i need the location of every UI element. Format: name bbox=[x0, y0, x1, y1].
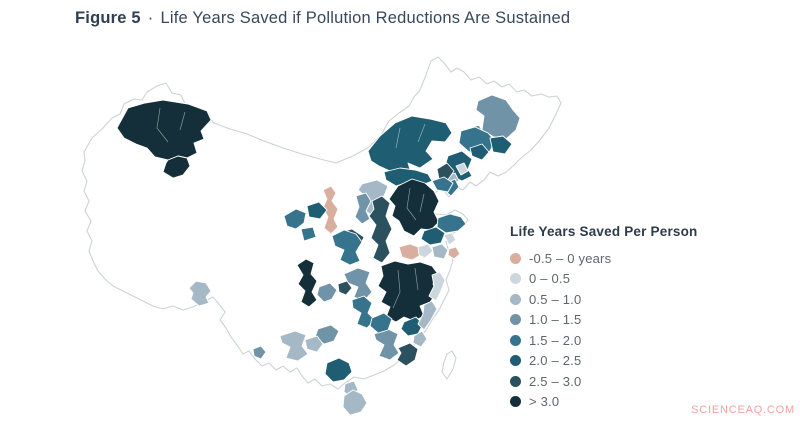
map-region bbox=[469, 143, 490, 161]
legend-title: Life Years Saved Per Person bbox=[510, 224, 698, 239]
map-region bbox=[116, 99, 212, 161]
map-region bbox=[489, 135, 513, 155]
legend-item-label: -0.5 – 0 years bbox=[529, 250, 612, 266]
map-region bbox=[431, 243, 449, 260]
legend-color-dot bbox=[510, 375, 521, 387]
map-region bbox=[343, 267, 373, 302]
map-region bbox=[373, 328, 400, 361]
map-region bbox=[316, 282, 338, 303]
legend-item: > 3.0 bbox=[510, 392, 740, 413]
legend-color-dot bbox=[510, 293, 521, 305]
legend-item-label: 0 – 0.5 bbox=[529, 271, 571, 287]
map-region bbox=[162, 155, 191, 179]
legend-item: 2.0 – 2.5 bbox=[510, 351, 740, 372]
map-region bbox=[354, 192, 372, 225]
legend-item-label: > 3.0 bbox=[529, 394, 560, 410]
title-separator: · bbox=[147, 9, 154, 27]
legend-color-dot bbox=[510, 334, 521, 346]
legend-color-dot bbox=[510, 396, 521, 408]
map-region bbox=[188, 280, 212, 307]
legend-item-label: 1.0 – 1.5 bbox=[529, 312, 582, 328]
map-region bbox=[279, 330, 309, 362]
legend-item: 0 – 0.5 bbox=[510, 269, 740, 290]
map-region bbox=[396, 342, 419, 367]
figure-title-text: Life Years Saved if Pollution Reductions… bbox=[160, 9, 571, 27]
map-region bbox=[455, 162, 469, 176]
legend-item: 1.0 – 1.5 bbox=[510, 310, 740, 331]
figure-number-label: Figure 5 bbox=[75, 9, 141, 27]
map-legend: Life Years Saved Per Person -0.5 – 0 yea… bbox=[510, 224, 740, 412]
taiwan-island bbox=[441, 350, 457, 380]
legend-color-dot bbox=[510, 273, 521, 285]
map-region bbox=[475, 94, 521, 140]
legend-item-label: 2.0 – 2.5 bbox=[529, 353, 582, 369]
map-region bbox=[252, 345, 267, 360]
map-region bbox=[388, 178, 440, 237]
map-region bbox=[283, 208, 307, 230]
map-region bbox=[306, 201, 328, 220]
legend-item: 0.5 – 1.0 bbox=[510, 289, 740, 310]
legend-item: -0.5 – 0 years bbox=[510, 248, 740, 269]
map-region bbox=[331, 229, 363, 266]
map-region bbox=[300, 226, 317, 242]
map-region bbox=[296, 258, 318, 308]
map-region bbox=[428, 271, 446, 302]
legend-item-label: 1.5 – 2.0 bbox=[529, 332, 582, 348]
map-region bbox=[431, 176, 454, 193]
legend-color-dot bbox=[510, 314, 521, 326]
legend-item: 2.5 – 3.0 bbox=[510, 371, 740, 392]
map-region bbox=[369, 312, 393, 334]
map-region bbox=[417, 243, 434, 259]
map-region bbox=[337, 280, 353, 296]
map-region bbox=[368, 195, 393, 264]
map-region bbox=[443, 232, 457, 246]
legend-item-label: 2.5 – 3.0 bbox=[529, 373, 582, 389]
hainan-island bbox=[342, 389, 368, 416]
legend-item-label: 0.5 – 1.0 bbox=[529, 291, 582, 307]
map-region bbox=[304, 335, 324, 353]
map-regions bbox=[116, 94, 521, 416]
legend-item: 1.5 – 2.0 bbox=[510, 330, 740, 351]
map-region bbox=[436, 162, 455, 182]
map-region bbox=[412, 330, 428, 348]
legend-color-dot bbox=[510, 252, 521, 264]
legend-color-dot bbox=[510, 355, 521, 367]
map-region bbox=[436, 213, 467, 234]
figure-title: Figure 5 · Life Years Saved if Pollution R… bbox=[75, 9, 570, 28]
map-region bbox=[420, 226, 446, 246]
map-region bbox=[324, 357, 353, 383]
map-region bbox=[447, 246, 461, 260]
prefecture-boundary-lines bbox=[156, 107, 426, 309]
watermark: SCIENCEAQ.COM bbox=[691, 404, 795, 416]
map-region bbox=[417, 300, 438, 331]
